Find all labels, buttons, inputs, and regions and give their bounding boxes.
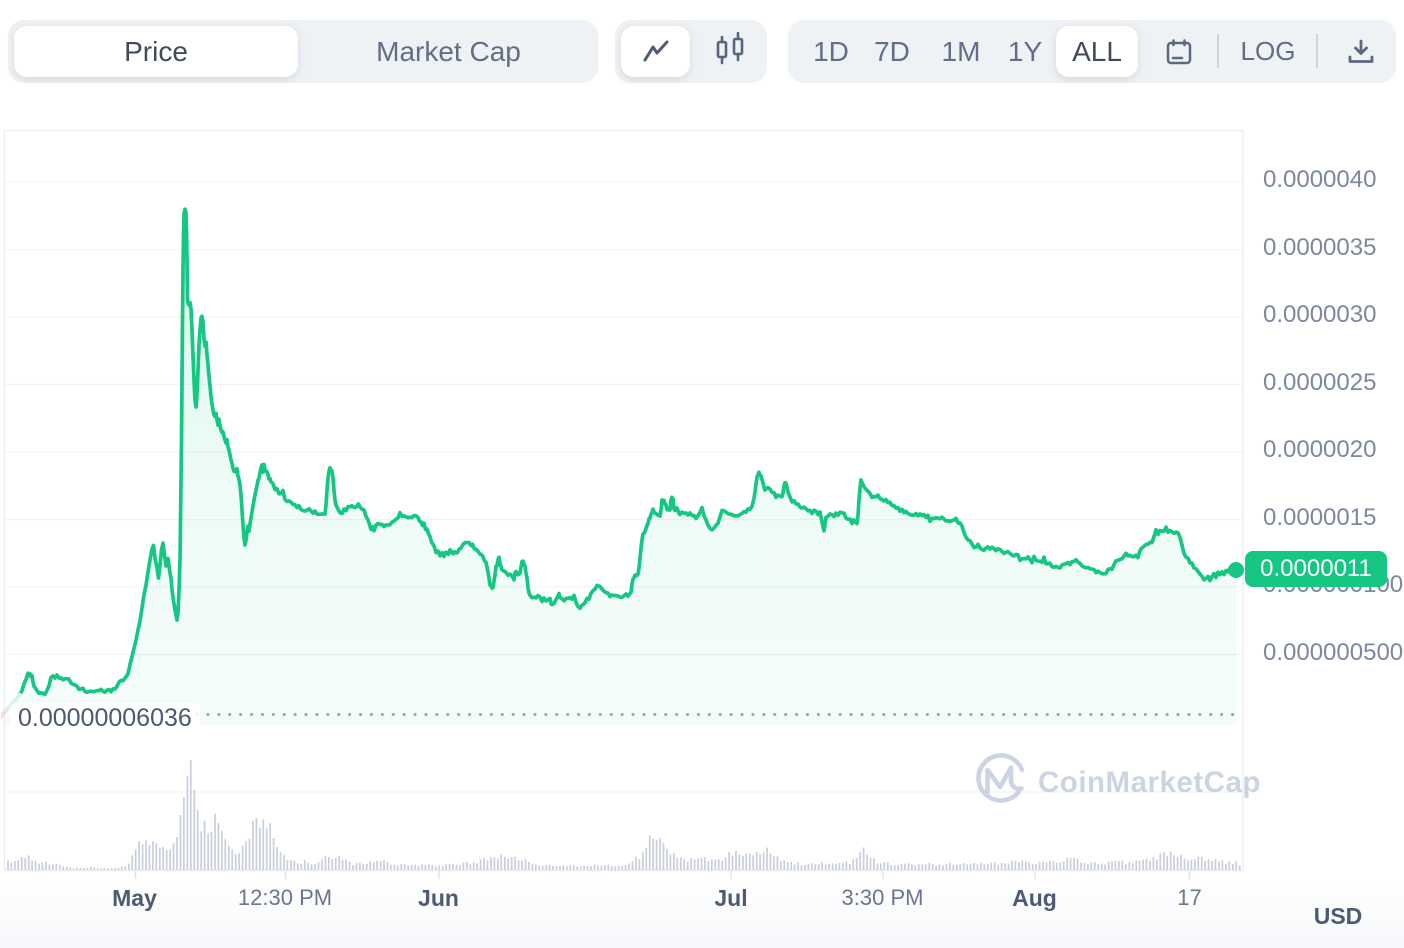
svg-text:CoinMarketCap: CoinMarketCap bbox=[1038, 766, 1261, 799]
